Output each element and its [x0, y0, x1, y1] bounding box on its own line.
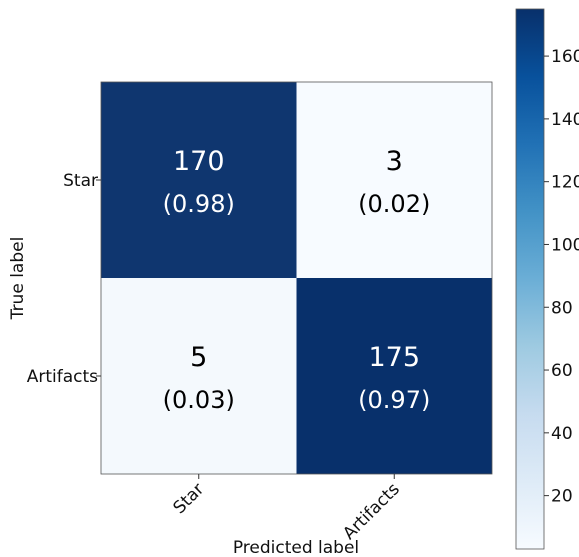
colorbar-tick-label: 160: [551, 47, 579, 67]
plot-frame: [100, 81, 493, 475]
y-tick-labels: Star Artifacts: [27, 171, 101, 387]
cell-normalized-label: (0.03): [163, 386, 235, 414]
x-tick-label: Artifacts: [339, 479, 404, 544]
y-tick-label: Artifacts: [27, 367, 98, 387]
cell-count-label: 3: [386, 146, 403, 177]
cell-count-label: 175: [368, 342, 420, 373]
colorbar: [515, 8, 545, 550]
x-axis-title: Predicted label: [233, 538, 359, 557]
y-tick-label: Star: [63, 171, 98, 191]
x-tick-labels: Star Artifacts: [169, 474, 404, 544]
heatmap-cell: [296, 82, 492, 278]
colorbar-tick-label: 80: [551, 298, 573, 318]
cell-normalized-label: (0.97): [358, 386, 430, 414]
colorbar-tick-label: 20: [551, 487, 573, 507]
colorbar-tick-label: 60: [551, 361, 573, 381]
x-tick-label: Star: [169, 479, 208, 518]
colorbar-tick-label: 100: [551, 235, 579, 255]
colorbar-tick-label: 40: [551, 424, 573, 444]
cell-normalized-label: (0.02): [358, 190, 430, 218]
colorbar-ticks: 20 40 60 80 100 120 140 160: [544, 47, 579, 507]
cell-count-label: 170: [173, 146, 225, 177]
heatmap-cell: [101, 82, 297, 278]
heatmap-cells: 170 (0.98) 3 (0.02) 5 (0.03) 175 (0.97): [101, 82, 492, 474]
colorbar-tick-label: 140: [551, 110, 579, 130]
heatmap-cell: [101, 278, 297, 474]
heatmap-cell: [296, 278, 492, 474]
y-axis-title: True label: [8, 237, 28, 321]
cell-normalized-label: (0.98): [163, 190, 235, 218]
cell-count-label: 5: [190, 342, 207, 373]
colorbar-tick-label: 120: [551, 173, 579, 193]
